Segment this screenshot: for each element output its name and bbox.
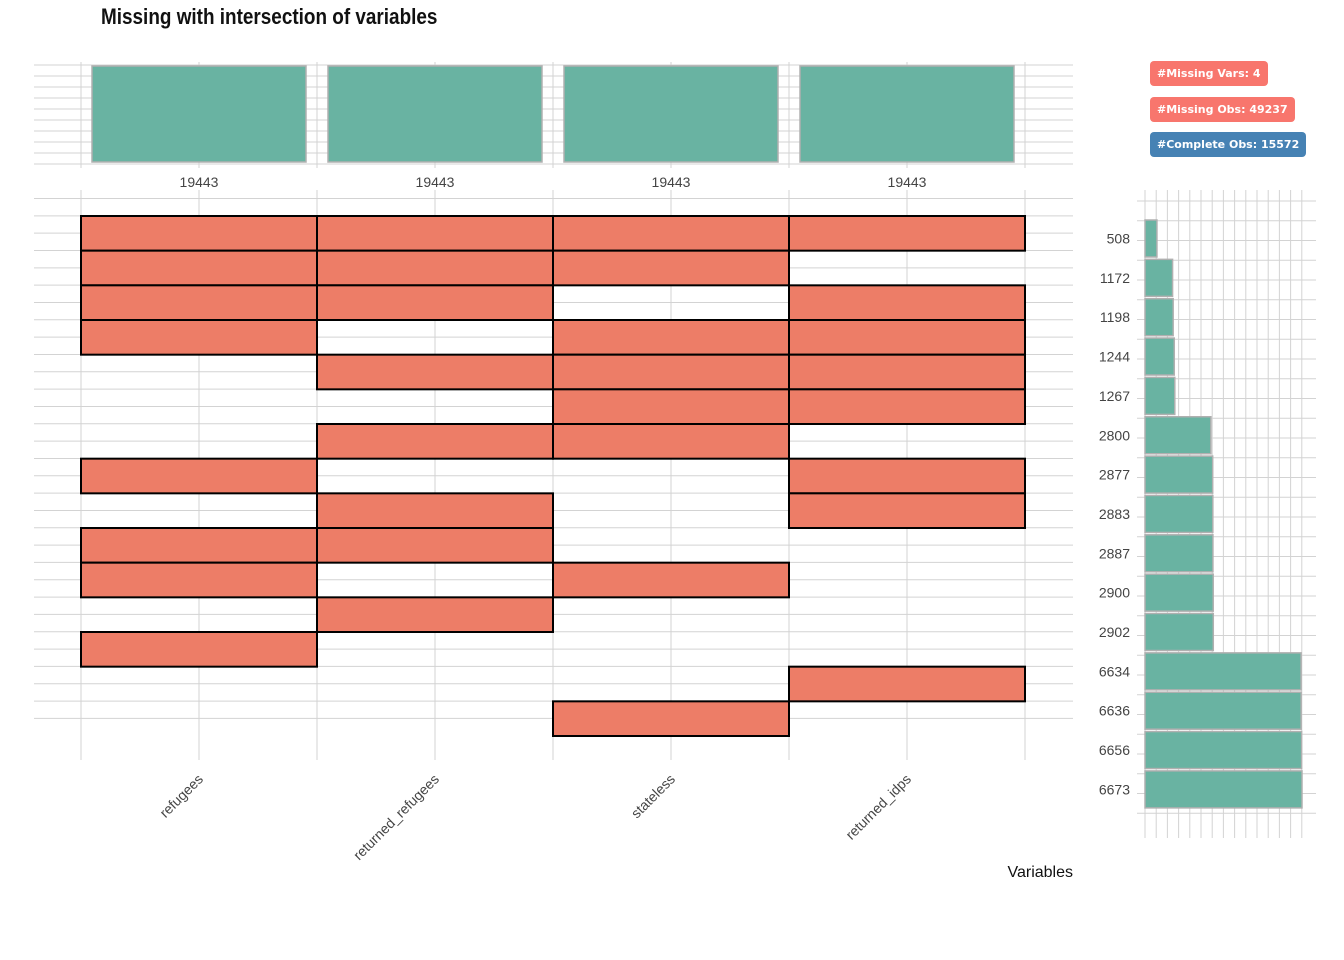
side-bar: [1144, 730, 1303, 770]
side-bar: [1144, 297, 1174, 337]
missing-tile: [316, 284, 554, 322]
side-bar: [1144, 573, 1214, 612]
side-bar-label: 1172: [1100, 270, 1130, 286]
missing-tile: [788, 284, 1026, 322]
missing-tile: [552, 319, 790, 356]
missing-tile: [552, 423, 790, 460]
side-bar-label: 1244: [1099, 349, 1130, 365]
missing-tile: [788, 457, 1026, 495]
missing-tile: [788, 492, 1026, 530]
side-bar-label: 2887: [1099, 545, 1130, 561]
side-bar-label: 2900: [1099, 585, 1130, 601]
complete-obs-badge: #Complete Obs: 15572: [1150, 132, 1307, 157]
top-bar: [563, 65, 779, 163]
side-bar: [1144, 652, 1302, 691]
missing-obs-badge: #Missing Obs: 49237: [1150, 97, 1295, 122]
top-bar-label: 19443: [888, 174, 927, 190]
top-bar: [91, 65, 307, 163]
missing-tile: [552, 215, 790, 252]
side-bar-label: 6673: [1099, 781, 1130, 797]
chart-title: Missing with intersection of variables: [101, 4, 438, 29]
side-bar: [1144, 337, 1176, 376]
side-bar: [1144, 258, 1174, 298]
x-tick-label: stateless: [628, 771, 678, 821]
missing-tile: [552, 353, 790, 391]
side-bar-label: 6634: [1099, 663, 1130, 679]
missing-tile: [80, 284, 318, 322]
x-tick-label: returned_refugees: [350, 771, 442, 863]
side-bar-label: 1267: [1099, 388, 1130, 404]
side-bar: [1144, 534, 1214, 573]
side-bar-label: 2800: [1099, 427, 1130, 443]
missing-tile: [788, 353, 1026, 391]
side-bar: [1144, 416, 1212, 455]
top-bar-label: 19443: [652, 174, 691, 190]
missing-tile: [80, 561, 318, 599]
side-bar-label: 6636: [1099, 703, 1130, 719]
missing-tile: [552, 388, 790, 426]
missing-tile: [80, 631, 318, 668]
side-bar-label: 2902: [1099, 624, 1130, 640]
missing-tile: [788, 319, 1026, 356]
missing-tile: [552, 700, 790, 738]
missing-tile: [316, 423, 554, 460]
side-bar-label: 6656: [1099, 742, 1130, 758]
missing-vars-badge: #Missing Vars: 4: [1150, 61, 1268, 86]
side-bar: [1144, 494, 1214, 534]
missing-tile: [316, 249, 554, 287]
side-bar: [1144, 455, 1214, 494]
side-bar: [1144, 376, 1176, 416]
missing-tile: [788, 215, 1026, 252]
side-bar: [1144, 219, 1158, 258]
missing-tile: [788, 388, 1026, 426]
side-bar: [1144, 612, 1215, 652]
side-bar-label: 508: [1107, 231, 1131, 247]
missing-tile: [316, 492, 554, 530]
missing-tile: [80, 215, 318, 252]
side-bar-label: 1198: [1100, 309, 1130, 325]
side-bar: [1144, 770, 1303, 809]
side-bar-label: 2883: [1099, 506, 1130, 522]
missing-tile: [80, 249, 318, 287]
missing-tile: [80, 457, 318, 495]
x-tick-label: returned_idps: [842, 771, 914, 843]
missing-tile: [552, 561, 790, 599]
side-bar: [1144, 691, 1302, 730]
missing-tile: [788, 665, 1026, 703]
top-bar: [327, 65, 543, 163]
top-bar-label: 19443: [416, 174, 455, 190]
side-bar-label: 2877: [1099, 467, 1130, 483]
x-tick-label: refugees: [156, 771, 206, 821]
missing-tile: [316, 215, 554, 252]
missing-tile: [316, 527, 554, 564]
missing-tile: [80, 527, 318, 564]
missing-tile: [316, 596, 554, 634]
top-bar-label: 19443: [180, 174, 219, 190]
missing-tile: [80, 319, 318, 356]
missing-tile: [316, 353, 554, 391]
x-axis-label: Variables: [1007, 864, 1073, 881]
top-bar: [799, 65, 1015, 163]
missing-tile: [552, 249, 790, 287]
